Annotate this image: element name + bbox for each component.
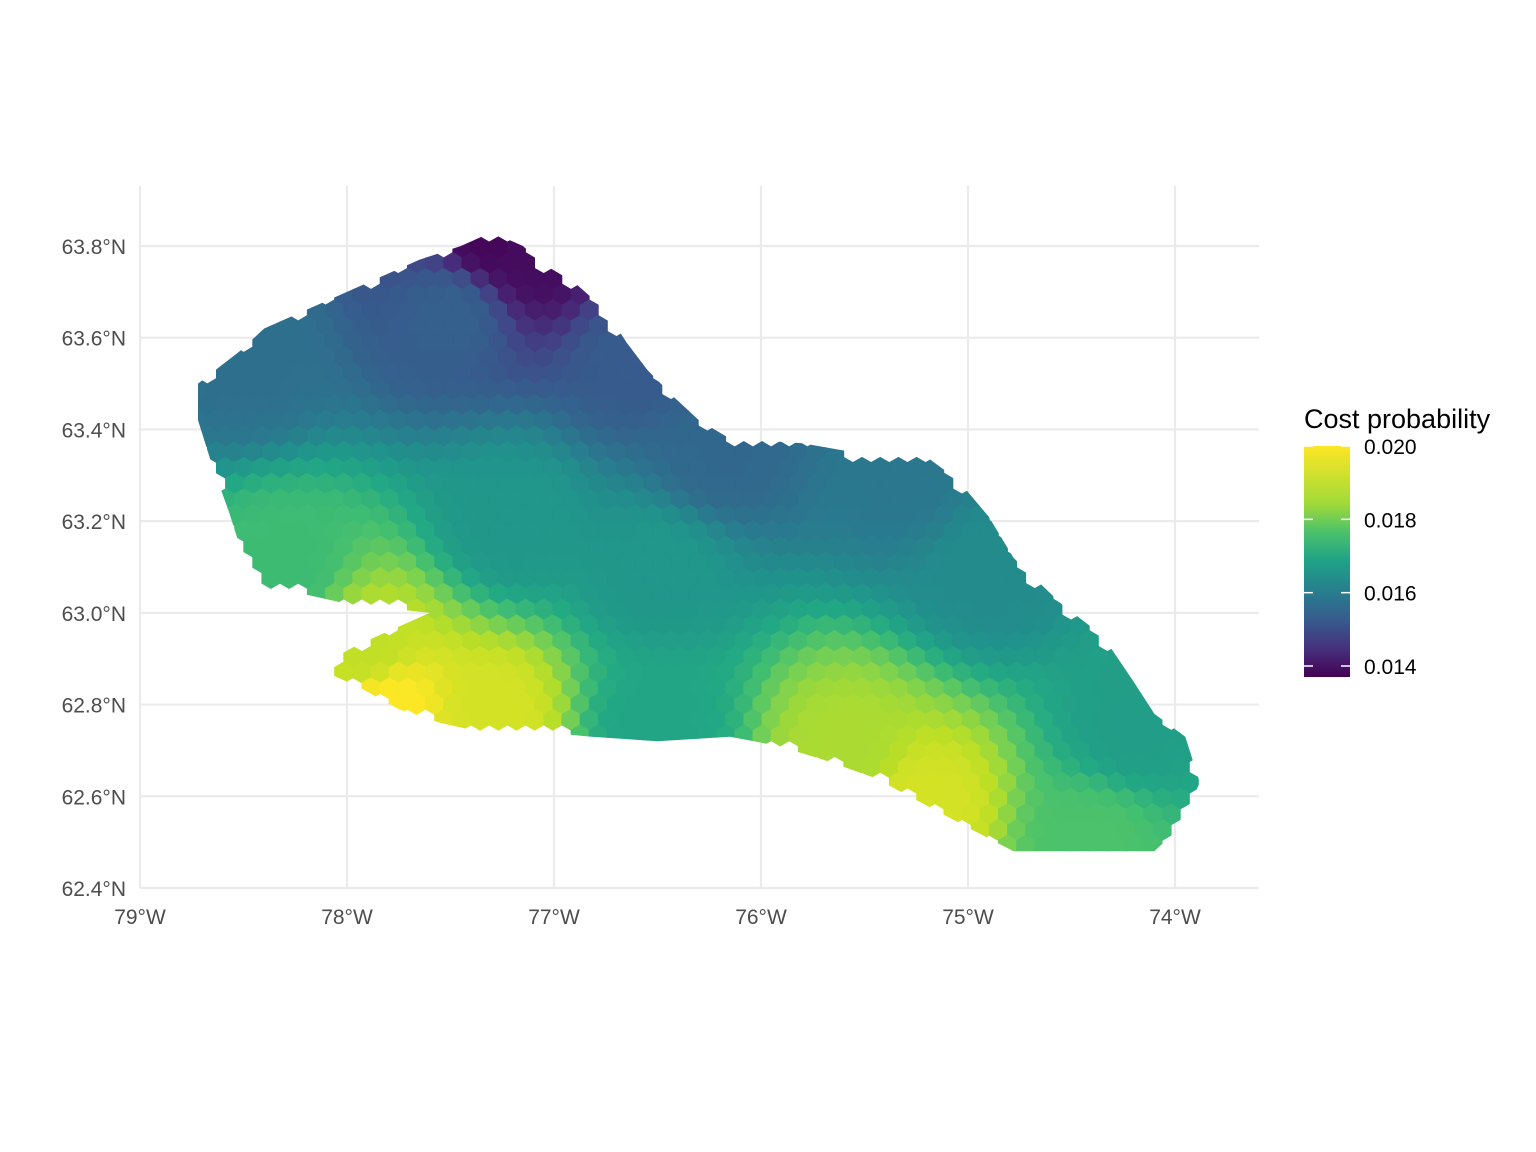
x-tick-label: 77°W	[528, 906, 580, 929]
x-axis: 79°W 78°W 77°W 76°W 75°W 74°W	[114, 906, 1201, 929]
hexbin-layer	[198, 236, 1199, 852]
legend-label: 0.016	[1364, 583, 1417, 606]
y-tick-label: 63.0°N	[62, 603, 126, 626]
y-tick-label: 63.2°N	[62, 511, 126, 534]
y-tick-label: 63.6°N	[62, 328, 126, 351]
legend-ticks: 0.020 0.018 0.016 0.014	[1304, 436, 1417, 679]
legend-colorbar	[1304, 446, 1350, 677]
y-tick-label: 62.6°N	[62, 786, 126, 809]
legend-title: Cost probability	[1304, 404, 1491, 434]
legend-label: 0.018	[1364, 509, 1417, 532]
x-tick-label: 74°W	[1149, 906, 1201, 929]
y-tick-label: 62.4°N	[62, 878, 126, 901]
y-axis: 62.4°N 62.6°N 62.8°N 63.0°N 63.2°N 63.4°N 63.6…	[62, 236, 126, 901]
x-tick-label: 79°W	[114, 906, 166, 929]
y-tick-label: 63.4°N	[62, 419, 126, 442]
y-tick-label: 62.8°N	[62, 695, 126, 718]
x-tick-label: 75°W	[942, 906, 994, 929]
x-tick-label: 76°W	[735, 906, 787, 929]
legend-label: 0.020	[1364, 436, 1417, 459]
legend: Cost probability 0.020 0.018 0.016 0.014	[1304, 404, 1491, 679]
x-tick-label: 78°W	[321, 906, 373, 929]
y-tick-label: 63.8°N	[62, 236, 126, 259]
legend-label: 0.014	[1364, 656, 1417, 679]
